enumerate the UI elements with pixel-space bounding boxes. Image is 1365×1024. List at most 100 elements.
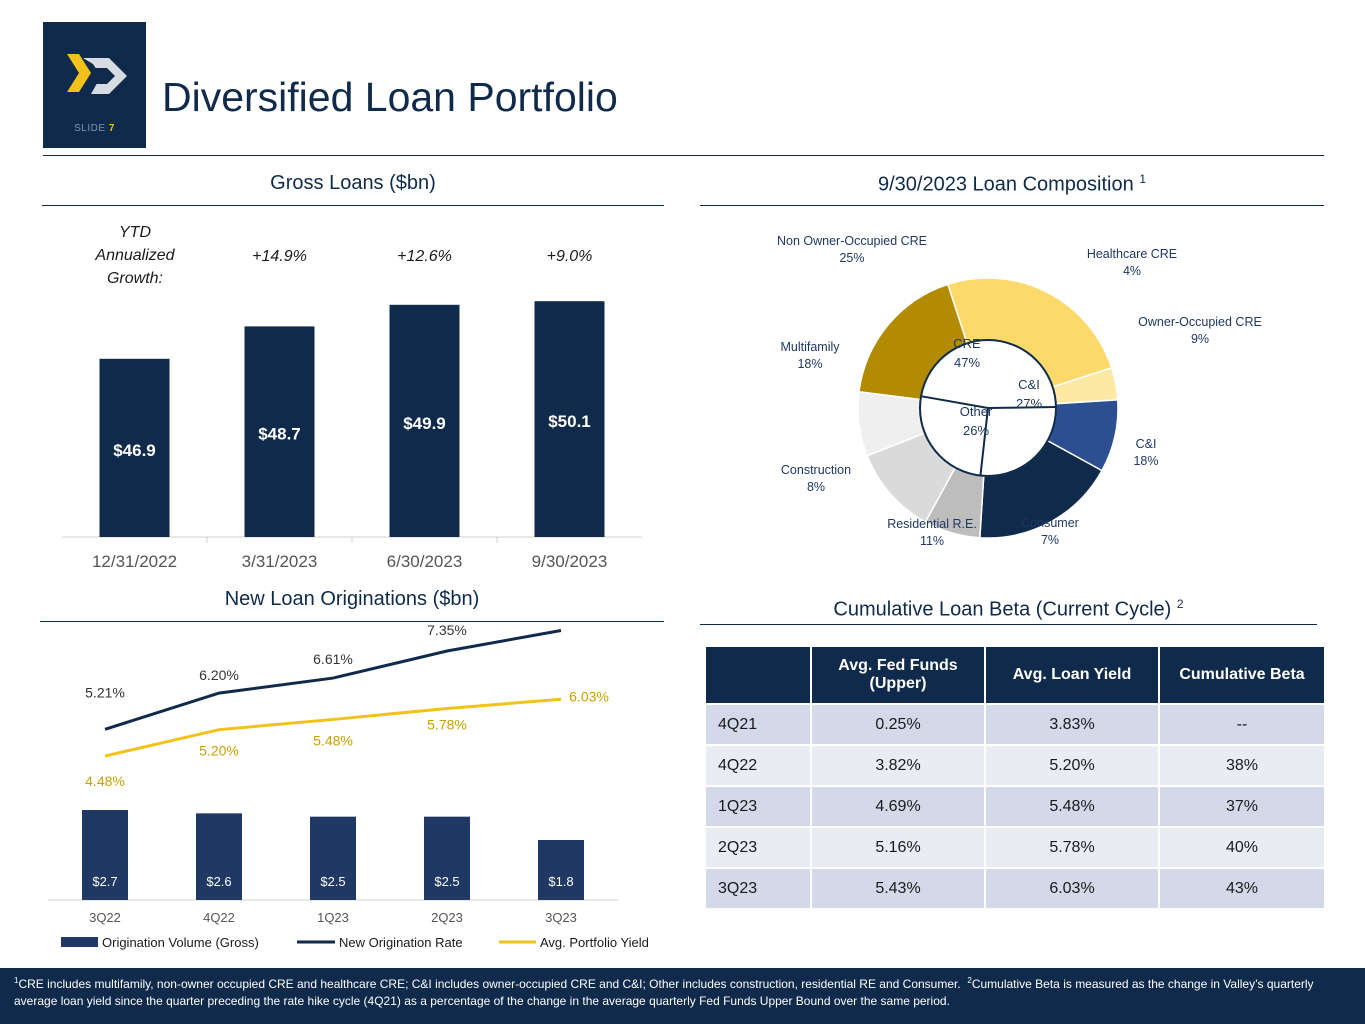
gross-loans-title: Gross Loans ($bn) — [270, 172, 436, 194]
table-cell: -- — [1160, 705, 1324, 744]
footnote-1: CRE includes multifamily, non-owner occu… — [18, 977, 961, 991]
bar — [244, 326, 315, 537]
bar-value-label: $1.8 — [548, 874, 573, 889]
inner-group-value: 26% — [963, 423, 989, 438]
bar — [99, 358, 170, 537]
inner-group-name: CRE — [953, 336, 981, 351]
table-cell: 0.25% — [812, 705, 984, 744]
table-cell: 40% — [1160, 828, 1324, 867]
slice-value-label: 25% — [839, 251, 864, 265]
table-row: 4Q22 3.82% 5.20% 38% — [706, 746, 1324, 785]
beta-header-cumulative-beta: Cumulative Beta — [1160, 647, 1324, 703]
table-cell: 3.83% — [986, 705, 1158, 744]
beta-title: Cumulative Loan Beta (Current Cycle) 2 — [833, 597, 1184, 621]
new-origination-rate-line — [104, 629, 562, 731]
yield-point-label: 5.48% — [313, 732, 353, 748]
inner-group-value: 27% — [1016, 396, 1042, 411]
footnotes: 1CRE includes multifamily, non-owner occ… — [0, 968, 1365, 1024]
table-cell: 4.69% — [812, 787, 984, 826]
logo-mark-icon — [67, 54, 127, 94]
slice-value-label: 18% — [797, 357, 822, 371]
slice-value-label: 4% — [1123, 264, 1141, 278]
beta-header-quarter — [706, 647, 810, 703]
company-logo: SLIDE 7 — [43, 22, 146, 148]
legend-label-rate: New Origination Rate — [339, 935, 463, 950]
table-cell: 4Q22 — [706, 746, 810, 785]
table-cell: 5.20% — [986, 746, 1158, 785]
composition-title: 9/30/2023 Loan Composition 1 — [878, 172, 1146, 196]
originations-chart: $2.7 3Q22 $2.6 4Q22 $2.5 1Q23 $2.5 2Q23 $1.8 3Q23… — [48, 625, 649, 950]
bar-value-label: $50.1 — [548, 412, 591, 431]
x-tick-label: 2Q23 — [431, 910, 463, 925]
slice-name-label: Consumer — [1021, 516, 1079, 530]
x-tick-label: 12/31/2022 — [92, 552, 177, 571]
ytd-growth-label: Growth: — [107, 270, 163, 287]
table-cell: 3Q23 — [706, 869, 810, 908]
table-row: 4Q21 0.25% 3.83% -- — [706, 705, 1324, 744]
x-tick-label: 3/31/2023 — [242, 552, 318, 571]
table-cell: 5.48% — [986, 787, 1158, 826]
yield-point-label: 5.78% — [427, 716, 467, 732]
bar-value-label: $2.7 — [92, 874, 117, 889]
inner-divider — [920, 395, 989, 409]
legend-label-volume: Origination Volume (Gross) — [102, 935, 259, 950]
portfolio-yield-line — [104, 697, 562, 758]
inner-group-name: C&I — [1018, 377, 1040, 392]
table-cell: 5.43% — [812, 869, 984, 908]
table-cell: 5.78% — [986, 828, 1158, 867]
growth-rate-label: +14.9% — [252, 248, 307, 265]
origination-bar — [310, 816, 356, 900]
origination-bar — [538, 840, 584, 900]
table-row: 2Q23 5.16% 5.78% 40% — [706, 828, 1324, 867]
rate-point-label: 6.61% — [313, 651, 353, 667]
rate-point-label: 7.35% — [427, 625, 467, 638]
beta-divider — [700, 624, 1317, 625]
inner-group-name: Other — [960, 404, 993, 419]
bar-value-label: $2.5 — [434, 874, 459, 889]
slice-value-label: 11% — [920, 534, 944, 548]
x-tick-label: 4Q22 — [203, 910, 235, 925]
x-tick-label: 6/30/2023 — [387, 552, 463, 571]
bar-value-label: $49.9 — [403, 414, 446, 433]
gross-loans-divider — [42, 205, 664, 206]
ytd-growth-label: YTD — [119, 224, 151, 241]
x-tick-label: 3Q22 — [89, 910, 121, 925]
yield-point-label: 5.20% — [199, 743, 239, 759]
rate-point-label: 6.20% — [199, 667, 239, 683]
slice-value-label: 7% — [1041, 533, 1059, 547]
ytd-growth-label: Annualized — [94, 247, 175, 264]
inner-divider — [987, 406, 1057, 409]
yield-point-label: 4.48% — [85, 773, 125, 789]
bar — [534, 301, 605, 537]
origination-bar — [196, 813, 242, 900]
yield-point-label: 6.03% — [569, 688, 609, 704]
x-tick-label: 9/30/2023 — [532, 552, 608, 571]
footnote-2: Cumulative Beta is measured as the chang… — [14, 977, 1314, 1008]
slide-number: SLIDE 7 — [74, 123, 115, 134]
x-tick-label: 1Q23 — [317, 910, 349, 925]
table-cell: 4Q21 — [706, 705, 810, 744]
origination-bar — [82, 810, 128, 900]
beta-header-row: Avg. Fed Funds (Upper) Avg. Loan Yield C… — [706, 647, 1324, 703]
slice-name-label: Healthcare CRE — [1087, 247, 1177, 261]
slice-name-label: Non Owner-Occupied CRE — [777, 234, 927, 248]
slice-name-label: Construction — [781, 463, 851, 477]
gross-loans-chart: $46.9 12/31/2022 $48.7 3/31/2023 $49.9 6/30/2… — [62, 224, 642, 571]
table-cell: 37% — [1160, 787, 1324, 826]
slice-name-label: Residential R.E. — [887, 517, 977, 531]
slice-name-label: Multifamily — [780, 340, 840, 354]
growth-rate-label: +12.6% — [397, 248, 452, 265]
growth-rate-label: +9.0% — [547, 248, 593, 265]
table-cell: 1Q23 — [706, 787, 810, 826]
composition-pie-chart: Non Owner-Occupied CRE 25% Healthcare CRE 4… — [777, 234, 1262, 548]
table-cell: 6.03% — [986, 869, 1158, 908]
slice-value-label: 18% — [1133, 454, 1158, 468]
beta-table: Avg. Fed Funds (Upper) Avg. Loan Yield C… — [704, 645, 1326, 910]
inner-divider — [979, 407, 989, 476]
inner-group-value: 47% — [954, 355, 980, 370]
table-cell: 5.16% — [812, 828, 984, 867]
slice-value-label: 8% — [807, 480, 825, 494]
beta-header-loan-yield: Avg. Loan Yield — [986, 647, 1158, 703]
table-cell: 43% — [1160, 869, 1324, 908]
slice-name-label: Owner-Occupied CRE — [1138, 315, 1262, 329]
